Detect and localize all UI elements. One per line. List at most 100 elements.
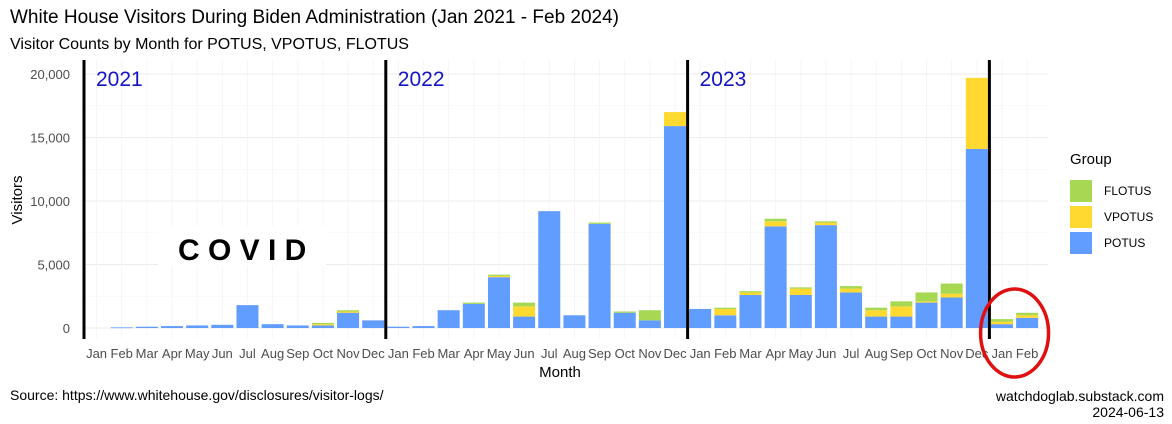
bar-potus	[613, 312, 636, 328]
bar-potus	[990, 324, 1013, 328]
bar-flotus	[638, 310, 661, 321]
annotation-background	[158, 226, 326, 266]
x-tick-label: Jun	[514, 346, 535, 361]
bar-potus	[865, 316, 888, 328]
x-tick-label: Jun	[815, 346, 836, 361]
legend-label-flotus: FLOTUS	[1104, 184, 1152, 198]
bar-vpotus	[311, 324, 334, 326]
bar-flotus	[789, 287, 812, 289]
bar-potus	[689, 308, 712, 328]
x-tick-label: Oct	[916, 346, 937, 361]
legend-label-vpotus: VPOTUS	[1104, 210, 1154, 224]
bar-flotus	[990, 319, 1013, 322]
y-tick-label: 0	[63, 321, 70, 336]
legend-title: Group	[1070, 151, 1112, 168]
y-tick-label: 5,000	[37, 258, 70, 273]
bar-potus	[840, 292, 863, 328]
x-tick-label: Feb	[1016, 346, 1038, 361]
legend-item-vpotus: VPOTUS	[1070, 204, 1153, 230]
bar-potus	[890, 316, 913, 328]
legend: Group FLOTUS VPOTUS POTUS	[1070, 151, 1153, 256]
x-tick-label: Nov	[337, 346, 361, 361]
x-tick-label: Nov	[940, 346, 964, 361]
x-tick-label: Feb	[714, 346, 736, 361]
x-tick-label: Mar	[739, 346, 762, 361]
bar-potus	[588, 223, 611, 328]
bar-vpotus	[865, 310, 888, 317]
bar-vpotus	[814, 222, 837, 226]
bar-potus	[311, 325, 334, 328]
bar-flotus	[940, 283, 963, 294]
x-tick-label: Dec	[362, 346, 386, 361]
x-tick-label: Sep	[286, 346, 309, 361]
x-tick-label: May	[185, 346, 210, 361]
bar-potus	[437, 310, 460, 328]
bar-potus	[362, 320, 385, 328]
x-tick-label: Feb	[412, 346, 434, 361]
x-tick-label: May	[788, 346, 813, 361]
bar-potus	[261, 324, 284, 328]
x-tick-label: Mar	[136, 346, 159, 361]
bar-flotus	[915, 292, 938, 302]
bar-flotus	[714, 307, 737, 309]
x-tick-label: Sep	[890, 346, 913, 361]
y-tick-label: 10,000	[30, 194, 70, 209]
bar-potus	[915, 302, 938, 328]
x-tick-label: Jan	[991, 346, 1012, 361]
x-tick-label: Apr	[162, 346, 183, 361]
bar-vpotus	[337, 311, 360, 313]
bar-flotus	[739, 291, 762, 293]
bar-flotus	[1016, 312, 1039, 316]
x-tick-label: Dec	[663, 346, 687, 361]
bar-flotus	[764, 218, 787, 222]
bar-flotus	[890, 301, 913, 307]
bar-flotus	[311, 322, 334, 325]
bar-vpotus	[965, 77, 988, 149]
x-tick-label: Apr	[766, 346, 787, 361]
legend-item-flotus: FLOTUS	[1070, 178, 1153, 204]
bar-vpotus	[714, 308, 737, 316]
year-label: 2022	[398, 68, 445, 91]
bar-flotus	[814, 221, 837, 223]
bar-potus	[236, 305, 259, 328]
bar-vpotus	[513, 306, 536, 317]
y-axis-title: Visitors	[9, 176, 26, 225]
y-tick-label: 15,000	[30, 131, 70, 146]
bar-flotus	[840, 286, 863, 289]
bar-potus	[940, 297, 963, 328]
bar-potus	[337, 312, 360, 328]
bar-potus	[135, 326, 158, 328]
bar-potus	[814, 225, 837, 328]
legend-swatch-potus	[1070, 232, 1092, 254]
bar-potus	[739, 294, 762, 328]
bar-potus	[789, 294, 812, 328]
x-tick-label: Jan	[690, 346, 711, 361]
bar-potus	[664, 126, 687, 328]
credit-date: 2024-06-13	[1092, 404, 1164, 420]
bar-potus	[387, 326, 410, 328]
bar-potus	[1016, 317, 1039, 328]
legend-label-potus: POTUS	[1104, 236, 1146, 250]
bar-potus	[286, 325, 309, 328]
bar-vpotus	[915, 301, 938, 303]
bar-potus	[764, 226, 787, 328]
bar-potus	[161, 326, 184, 328]
x-tick-label: Jun	[212, 346, 233, 361]
bar-potus	[110, 327, 133, 329]
x-tick-label: May	[487, 346, 512, 361]
bar-vpotus	[487, 275, 510, 278]
bar-vpotus	[1016, 315, 1039, 318]
bar-flotus	[613, 311, 636, 313]
bar-flotus	[487, 274, 510, 276]
x-tick-label: Jan	[86, 346, 107, 361]
bar-vpotus	[764, 221, 787, 227]
bar-potus	[211, 324, 234, 328]
bar-potus	[563, 315, 586, 328]
bar-potus	[538, 211, 561, 328]
bar-potus	[638, 320, 661, 328]
bar-potus	[965, 148, 988, 328]
highlight-circle	[978, 287, 1051, 379]
bar-vpotus	[940, 293, 963, 298]
bar-potus	[487, 277, 510, 328]
bar-potus	[186, 325, 209, 328]
